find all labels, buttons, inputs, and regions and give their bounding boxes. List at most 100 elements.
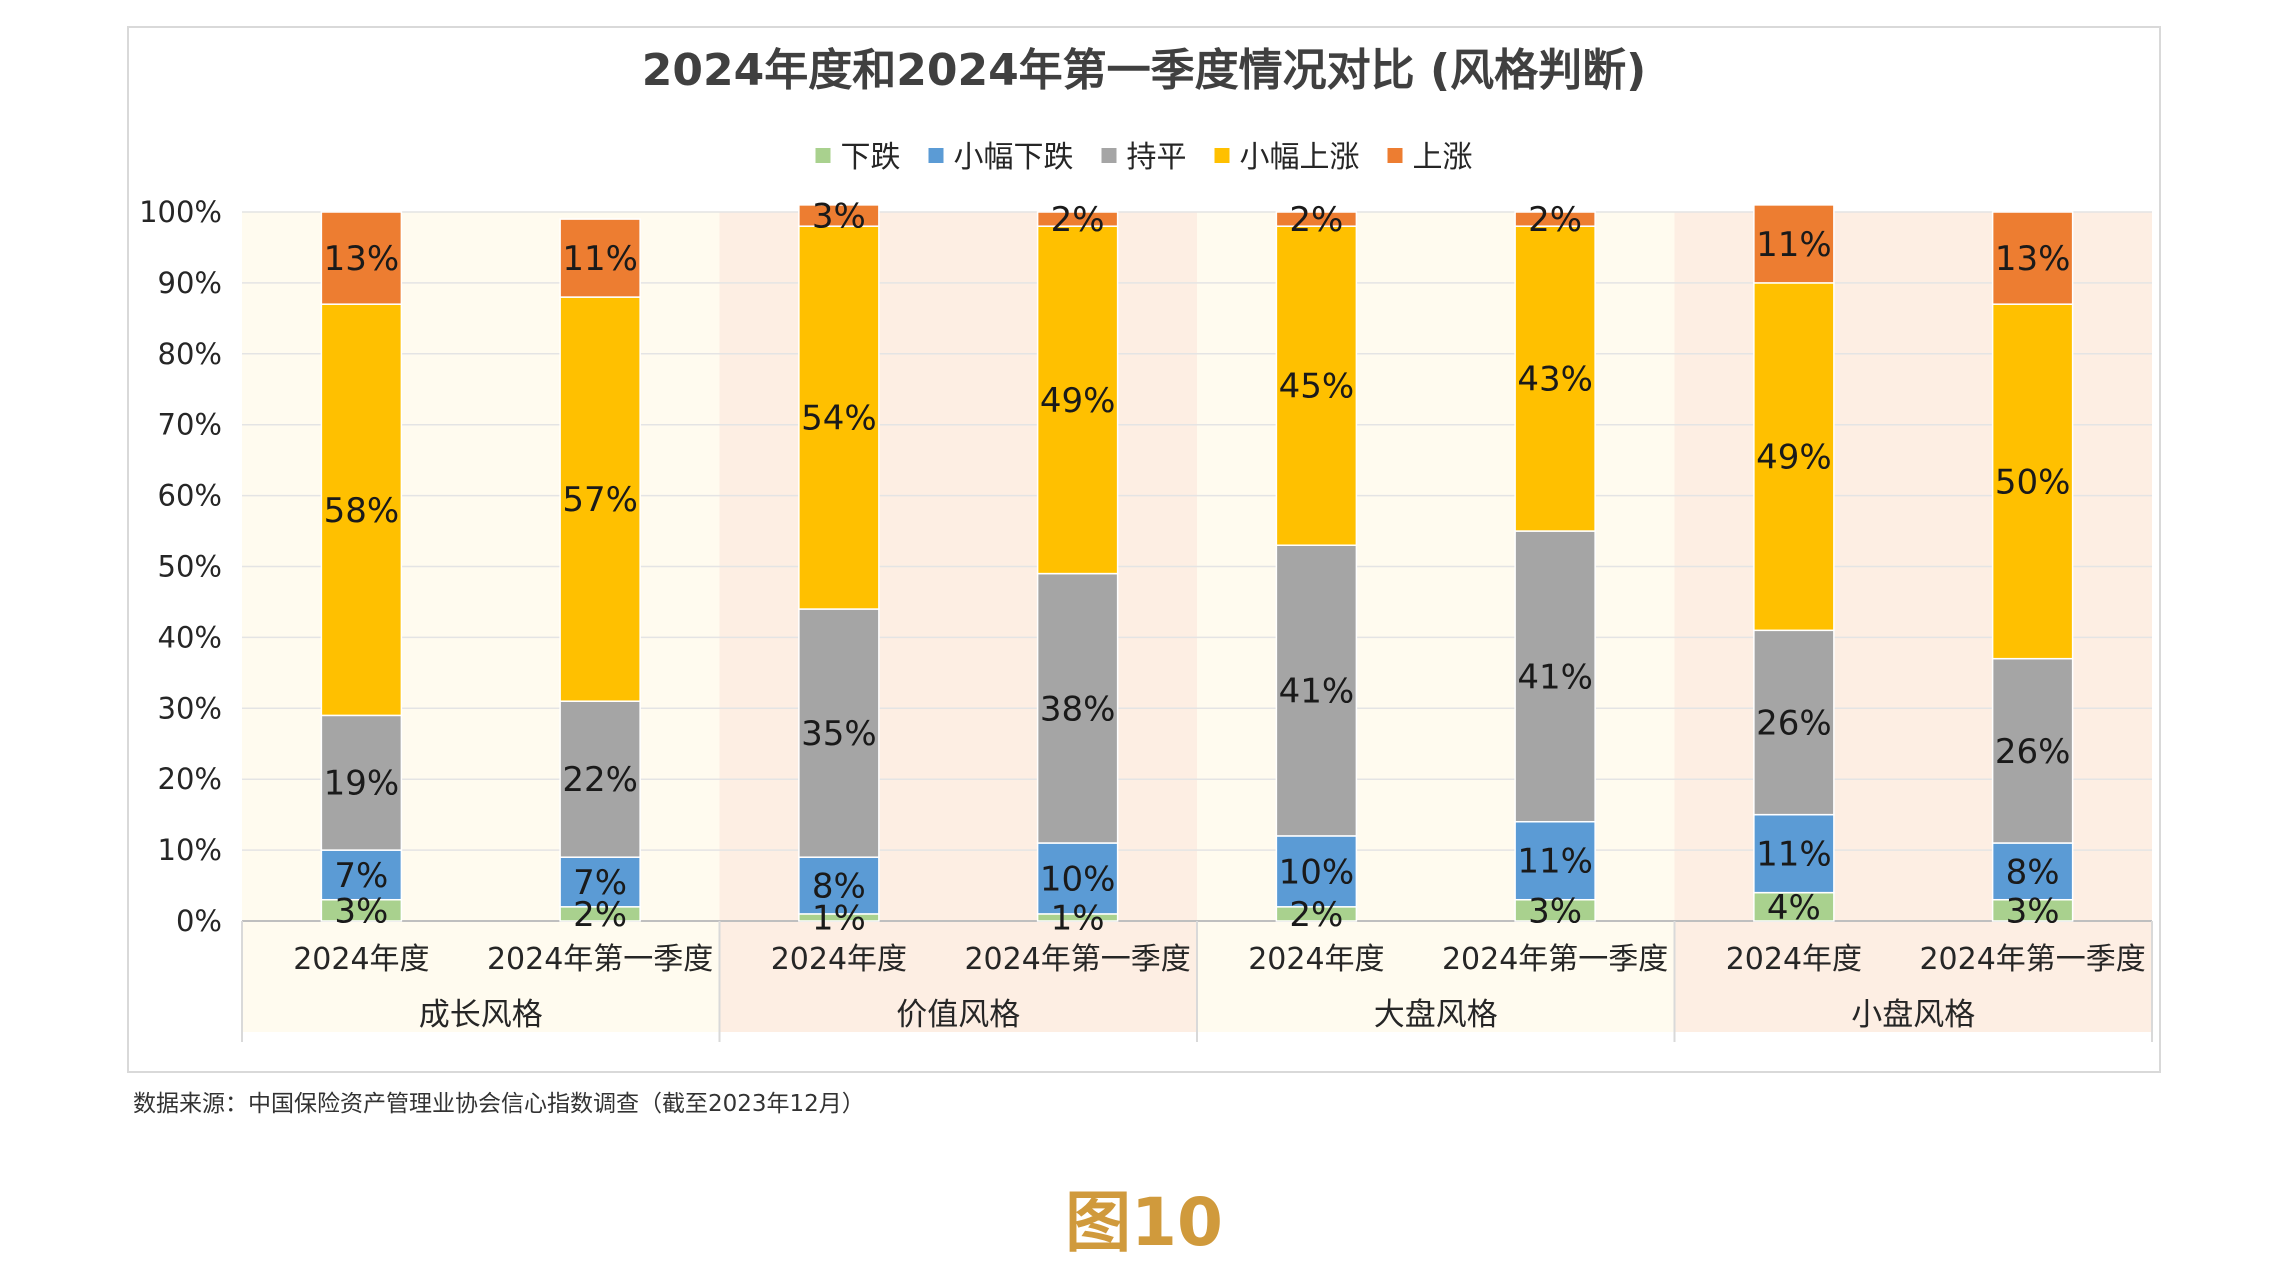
data-label: 2%	[1528, 200, 1582, 240]
data-label: 26%	[1756, 703, 1832, 743]
bar-segment	[559, 296, 641, 702]
data-label: 2%	[573, 895, 627, 935]
x-group-label: 价值风格	[896, 997, 1020, 1033]
bar-segment	[1514, 820, 1596, 901]
data-label: 58%	[324, 491, 400, 531]
data-label: 38%	[1040, 689, 1116, 729]
y-tick-label: 30%	[158, 691, 222, 725]
legend-swatch	[928, 148, 944, 163]
x-category-label: 2024年第一季度	[964, 942, 1190, 977]
data-label: 7%	[334, 856, 388, 896]
data-label: 57%	[562, 480, 638, 520]
y-tick-label: 0%	[176, 904, 222, 938]
data-label: 1%	[812, 898, 866, 938]
y-tick-label: 80%	[158, 337, 222, 371]
data-label: 49%	[1756, 438, 1832, 478]
legend-label: 持平	[1127, 140, 1187, 175]
bar-segment	[798, 608, 880, 858]
x-category-label: 2024年第一季度	[1442, 942, 1668, 977]
data-label: 3%	[334, 891, 388, 931]
bar-segment	[1514, 211, 1596, 227]
data-label: 8%	[812, 867, 866, 907]
legend-swatch	[1214, 148, 1230, 163]
data-label: 2%	[1289, 895, 1343, 935]
data-label: 11%	[1756, 225, 1832, 265]
y-tick-label: 40%	[158, 620, 222, 654]
group-band	[719, 212, 1197, 1032]
data-label: 50%	[1995, 462, 2071, 502]
legend-swatch	[1101, 148, 1117, 163]
x-category-label: 2024年度	[1248, 942, 1384, 977]
data-label: 2%	[1051, 200, 1105, 240]
y-tick-label: 20%	[158, 762, 222, 796]
legend-swatch	[815, 148, 831, 163]
x-axis: 2024年度 2024年第一季度 2024年度 2024年第一季度 2024年度 2024…	[241, 921, 2153, 1042]
chart-title: 2024年度和2024年第一季度情况对比 (风格判断)	[642, 45, 1646, 96]
bar-segment	[1991, 657, 2074, 844]
data-label: 45%	[1279, 367, 1355, 407]
x-category-label: 2024年度	[1726, 942, 1862, 977]
y-tick-label: 70%	[158, 408, 222, 442]
bar-segment	[1753, 629, 1835, 816]
x-category-label: 2024年度	[771, 942, 907, 977]
y-tick-label: 10%	[158, 833, 222, 867]
y-tick-label: 60%	[158, 479, 222, 513]
data-label: 41%	[1279, 672, 1355, 712]
data-label: 10%	[1040, 859, 1116, 899]
group-band	[242, 212, 720, 1032]
data-label: 3%	[2006, 891, 2060, 931]
bar-segment	[320, 714, 403, 851]
legend-label: 小幅上涨	[1240, 140, 1360, 175]
bar-segment	[320, 211, 403, 305]
x-category-label: 2024年第一季度	[1919, 942, 2145, 977]
x-group-label: 大盘风格	[1374, 997, 1498, 1033]
source-note: 数据来源：中国保险资产管理业协会信心指数调查（截至2023年12月）	[133, 1091, 865, 1117]
data-label: 41%	[1517, 657, 1593, 697]
bar-segment	[798, 204, 880, 227]
legend-swatch	[1387, 148, 1403, 163]
bar-segment	[1036, 225, 1119, 575]
bar-segment	[1275, 225, 1358, 546]
y-axis-ticks: 0% 10% 20% 30% 40% 50% 60% 70% 80% 90% 100%	[139, 195, 222, 938]
data-label: 19%	[324, 764, 400, 804]
x-group-label: 小盘风格	[1851, 997, 1975, 1033]
bar-segment	[1275, 211, 1358, 227]
data-label: 11%	[562, 239, 638, 279]
bar-segment	[1991, 303, 2074, 660]
bar-segment	[559, 218, 641, 298]
bars	[320, 204, 2074, 922]
bar-segment	[1514, 225, 1596, 532]
data-label: 26%	[1995, 732, 2071, 772]
x-category-label: 2024年第一季度	[487, 942, 713, 977]
bar-segment	[798, 856, 880, 915]
data-label: 8%	[2006, 852, 2060, 892]
data-label: 54%	[801, 399, 877, 439]
y-tick-label: 50%	[158, 550, 222, 584]
x-category-label: 2024年度	[293, 942, 429, 977]
data-label: 4%	[1767, 888, 1821, 928]
bar-segment	[1036, 842, 1119, 915]
bar-segment	[1753, 204, 1835, 284]
data-label: 43%	[1517, 360, 1593, 400]
data-label: 49%	[1040, 381, 1116, 421]
bar-segment	[1991, 211, 2074, 305]
data-label: 13%	[1995, 239, 2071, 279]
legend: 下跌 小幅下跌 持平 小幅上涨 上涨	[815, 140, 1473, 175]
data-label: 2%	[1289, 200, 1343, 240]
x-group-label: 成长风格	[419, 997, 543, 1033]
legend-label: 下跌	[841, 140, 901, 175]
data-labels: 3%7%19%58%13%2%7%22%57%11%1%8%35%54%3%1%…	[324, 197, 2071, 939]
data-label: 13%	[324, 239, 400, 279]
data-label: 1%	[1051, 898, 1105, 938]
legend-label: 小幅下跌	[954, 140, 1074, 175]
data-label: 35%	[801, 714, 877, 754]
bar-segment	[1753, 813, 1835, 894]
bar-segment	[1036, 211, 1119, 227]
bar-segment	[559, 856, 641, 908]
y-tick-label: 100%	[139, 195, 222, 229]
data-label: 7%	[573, 863, 627, 903]
data-label: 22%	[562, 760, 638, 800]
figure-label: 图10	[1065, 1184, 1223, 1261]
legend-label: 上涨	[1413, 140, 1473, 175]
